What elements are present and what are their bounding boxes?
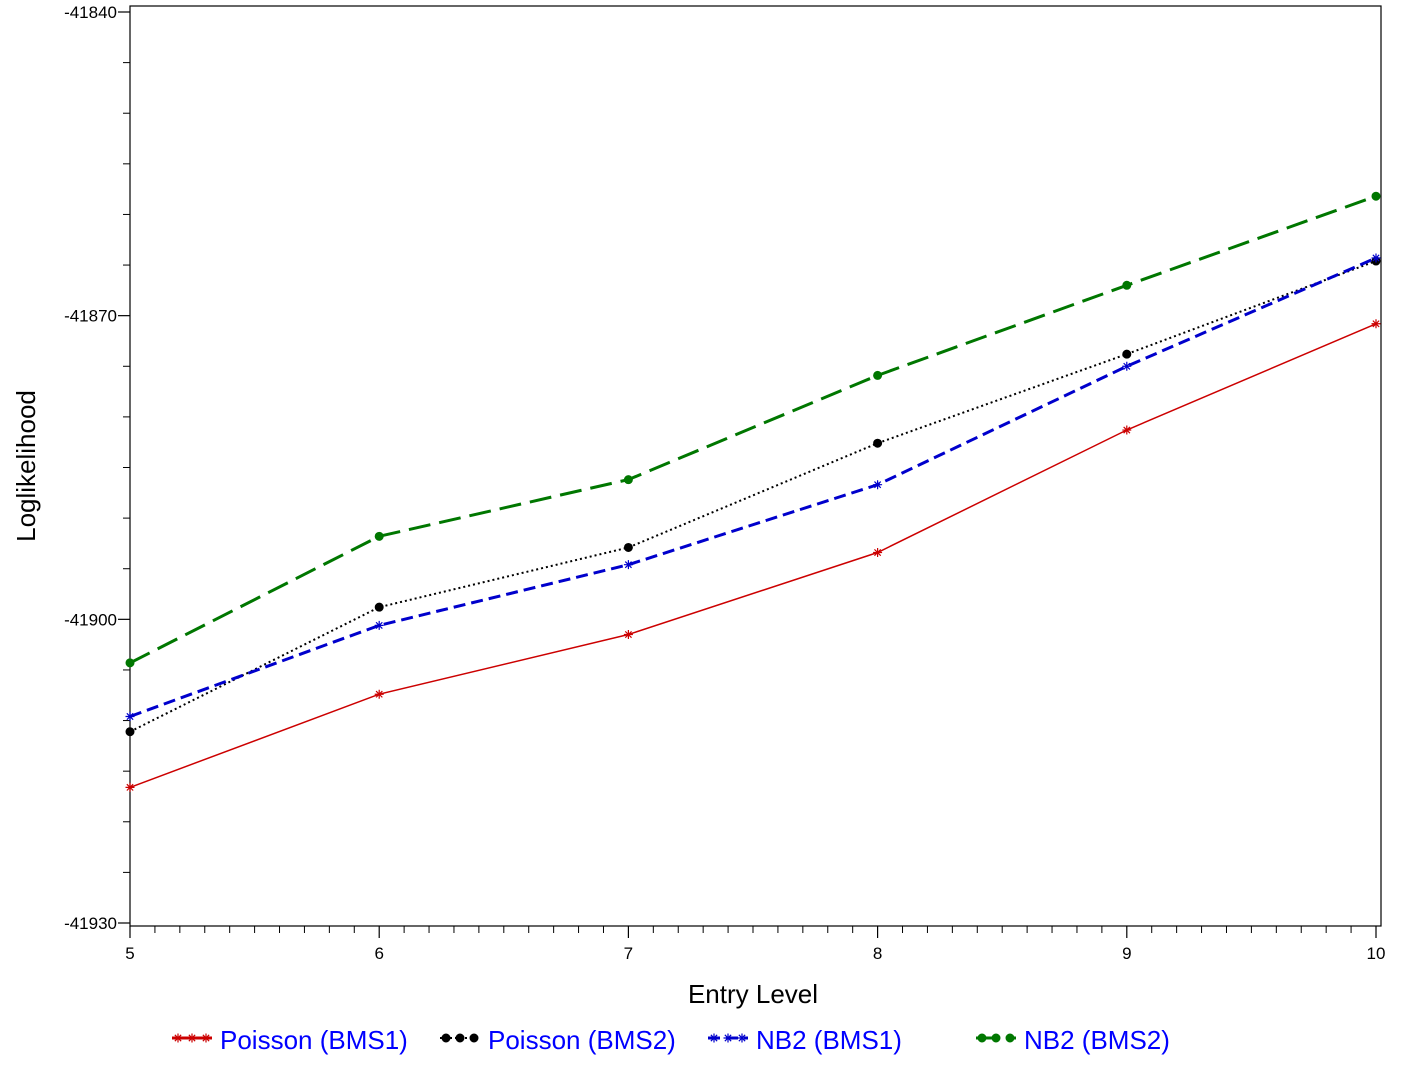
x-tick-label: 6 [374, 944, 383, 963]
legend-swatch-marker [201, 1033, 211, 1043]
series-line-4 [129, 194, 1377, 665]
data-point-series-1 [873, 548, 883, 558]
x-axis-title: Entry Level [688, 979, 818, 1009]
y-tick-label: -41930 [64, 914, 117, 933]
legend-swatch-marker [187, 1033, 197, 1043]
data-point-series-3 [873, 480, 883, 490]
data-point-series-3 [125, 712, 135, 722]
data-point-series-1 [125, 782, 135, 792]
legend-swatch-marker [723, 1033, 733, 1043]
data-point-series-1 [1122, 425, 1132, 435]
data-point-series-2 [1122, 349, 1132, 359]
x-axis-tick-labels: 5 6 7 8 9 10 [125, 944, 1385, 963]
data-point-series-4 [873, 370, 883, 380]
legend: Poisson (BMS1) Poisson (BMS2) NB2 (BMS1) NB… [172, 1025, 1170, 1055]
data-point-series-3 [1122, 361, 1132, 371]
legend-swatch-marker [1005, 1033, 1015, 1043]
data-point-series-2 [125, 727, 135, 737]
x-tick-label: 9 [1122, 944, 1131, 963]
data-point-series-4 [1371, 191, 1381, 201]
legend-swatch-marker [977, 1033, 987, 1043]
y-tick-label: -41870 [64, 307, 117, 326]
data-point-series-2 [374, 602, 384, 612]
major-ticks [118, 11, 1377, 938]
legend-swatch-marker [441, 1033, 451, 1043]
data-point-series-4 [374, 531, 384, 541]
data-point-series-2 [623, 542, 633, 552]
series-line-1 [129, 323, 1377, 789]
series-line-3 [129, 256, 1377, 718]
series-line-2 [129, 260, 1377, 733]
y-tick-label: -41900 [64, 610, 117, 629]
x-tick-label: 10 [1367, 944, 1386, 963]
data-point-series-4 [1122, 280, 1132, 290]
x-tick-label: 7 [624, 944, 633, 963]
minor-ticks [123, 62, 1352, 933]
plot-frame [129, 5, 1382, 927]
legend-swatch-marker [737, 1033, 747, 1043]
legend-swatch-marker [455, 1033, 465, 1043]
data-point-series-1 [374, 689, 384, 699]
data-point-series-4 [623, 475, 633, 485]
legend-label: Poisson (BMS1) [220, 1025, 408, 1055]
legend-label: Poisson (BMS2) [488, 1025, 676, 1055]
series-markers [125, 191, 1381, 792]
y-tick-label: -41840 [64, 3, 117, 22]
y-axis-title: Loglikelihood [11, 390, 41, 542]
x-tick-label: 8 [873, 944, 882, 963]
legend-swatch-marker [173, 1033, 183, 1043]
data-point-series-3 [374, 620, 384, 630]
legend-swatch-marker [709, 1033, 719, 1043]
legend-label: NB2 (BMS1) [756, 1025, 902, 1055]
data-point-series-2 [873, 438, 883, 448]
y-axis-tick-labels: -41930 -41900 -41870 -41840 [64, 3, 117, 933]
data-point-series-1 [1371, 319, 1381, 329]
data-point-series-1 [623, 630, 633, 640]
legend-swatch-marker [991, 1033, 1001, 1043]
data-point-series-4 [125, 658, 135, 668]
legend-label: NB2 (BMS2) [1024, 1025, 1170, 1055]
x-tick-label: 5 [125, 944, 134, 963]
legend-swatch-marker [469, 1033, 479, 1043]
data-point-series-3 [623, 560, 633, 570]
series-lines [129, 194, 1377, 789]
data-point-series-3 [1371, 253, 1381, 263]
